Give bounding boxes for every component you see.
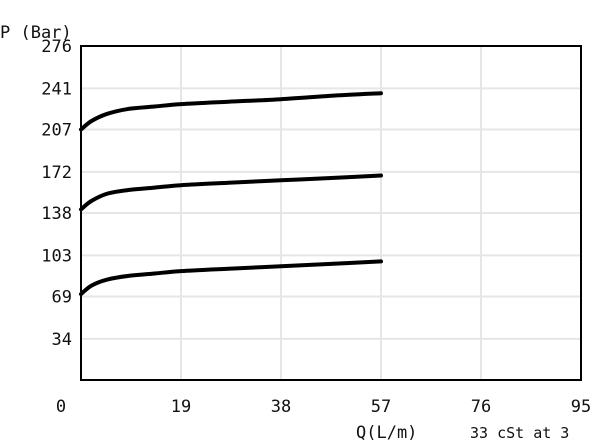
x-tick-label: 76 [471,397,491,417]
series-line-3 [79,259,383,297]
y-tick-label: 241 [41,79,72,99]
x-tick-label: 38 [271,397,291,417]
series-line-2 [79,173,383,212]
viscosity-note: 33 cSt at 3 [470,424,569,442]
y-tick-label: 103 [41,246,72,266]
x-axis-label: Q(L/m) [356,423,417,443]
x-tick-label: 95 [571,397,591,417]
series-line-1 [79,91,383,132]
y-tick-label: 138 [41,204,72,224]
y-tick-label: 276 [41,37,72,57]
x-tick-labels: 0 19 38 57 76 95 [56,397,591,417]
y-tick-label: 34 [52,330,72,350]
y-tick-label: 172 [41,163,72,183]
curves [79,91,383,297]
x-tick-label: 0 [56,397,66,417]
grid [81,46,581,380]
y-tick-label: 207 [41,121,72,141]
y-tick-label: 69 [52,288,72,308]
y-axis-label: P (Bar) [0,23,72,43]
plot-frame [80,45,582,381]
x-tick-label: 57 [371,397,391,417]
y-tick-labels: 34 69 103 138 172 207 241 276 [41,37,72,350]
x-tick-label: 19 [171,397,191,417]
